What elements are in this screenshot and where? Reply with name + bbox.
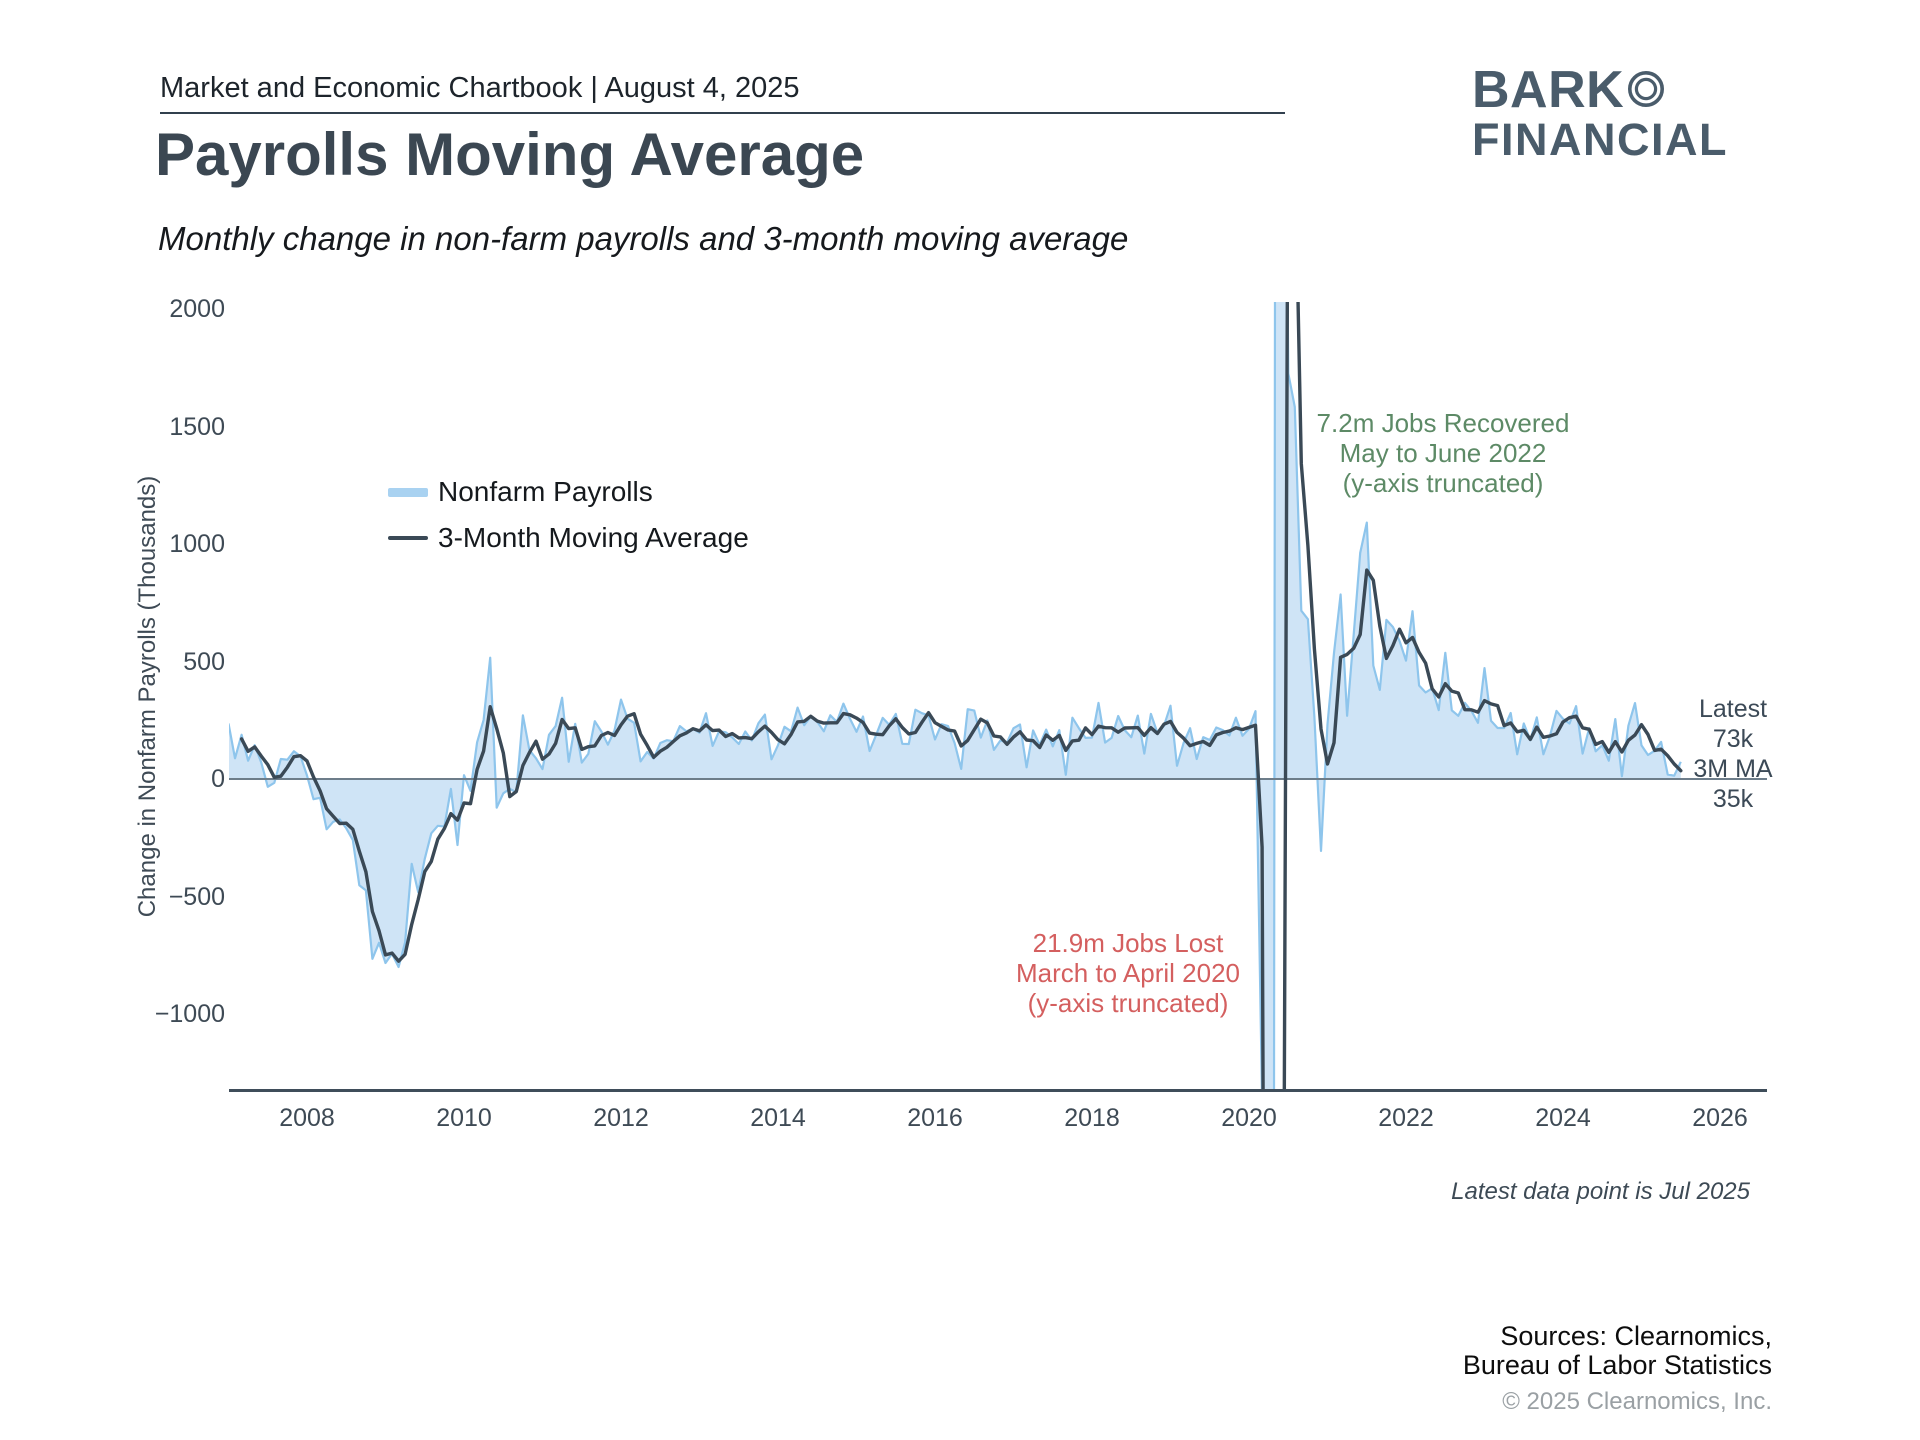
double-ring-icon bbox=[1627, 66, 1665, 116]
logo-text-bark: BARK bbox=[1472, 61, 1625, 119]
annotation-jobs-recovered: 7.2m Jobs Recovered May to June 2022 (y-ax… bbox=[1283, 408, 1603, 498]
y-tick-label: 500 bbox=[183, 647, 225, 676]
page-subtitle: Monthly change in non-farm payrolls and … bbox=[158, 220, 1129, 257]
brand-logo: BARK FINANCIAL bbox=[1472, 64, 1728, 164]
y-tick-label: −500 bbox=[168, 882, 225, 911]
footer: Sources: Clearnomics, Bureau of Labor St… bbox=[1463, 1322, 1772, 1416]
chart-legend: Nonfarm Payrolls 3-Month Moving Average bbox=[388, 476, 749, 569]
x-tick-label: 2018 bbox=[1064, 1104, 1120, 1132]
payrolls-chart bbox=[229, 302, 1767, 1091]
chartbook-header: Market and Economic Chartbook | August 4… bbox=[160, 72, 800, 104]
annotation-line: (y-axis truncated) bbox=[1027, 988, 1229, 1018]
sources-line-2: Bureau of Labor Statistics bbox=[1462, 1350, 1772, 1380]
annotation-jobs-lost: 21.9m Jobs Lost March to April 2020 (y-axi… bbox=[968, 928, 1288, 1018]
annotation-line: March to April 2020 bbox=[1015, 958, 1240, 988]
header-divider bbox=[160, 112, 1285, 114]
nonfarm-payrolls-area bbox=[229, 302, 1681, 1091]
nonfarm-payrolls-edge-line bbox=[229, 302, 1682, 1091]
annotation-line: 35k bbox=[1712, 785, 1754, 813]
x-axis-line bbox=[229, 1089, 1767, 1092]
annotation-line: 3M MA bbox=[1693, 755, 1773, 783]
annotation-line: 21.9m Jobs Lost bbox=[1032, 928, 1224, 958]
legend-swatch-icon bbox=[388, 487, 428, 497]
legend-swatch-icon bbox=[388, 536, 428, 540]
y-tick-label: 0 bbox=[211, 765, 225, 793]
logo-text-financial: FINANCIAL bbox=[1472, 114, 1728, 165]
legend-label: Nonfarm Payrolls bbox=[438, 476, 653, 507]
x-tick-label: 2014 bbox=[750, 1104, 806, 1132]
copyright: © 2025 Clearnomics, Inc. bbox=[1502, 1388, 1772, 1415]
latest-values-label: Latest 73k 3M MA 35k bbox=[1673, 694, 1793, 814]
y-tick-label: 1500 bbox=[169, 412, 225, 441]
x-tick-label: 2016 bbox=[907, 1104, 963, 1132]
x-tick-label: 2024 bbox=[1535, 1104, 1591, 1132]
x-tick-label: 2012 bbox=[593, 1104, 649, 1132]
x-tick-label: 2008 bbox=[279, 1104, 335, 1132]
annotation-line: Latest bbox=[1698, 695, 1768, 723]
legend-row: Nonfarm Payrolls bbox=[388, 476, 749, 507]
page-title: Payrolls Moving Average bbox=[155, 121, 865, 188]
x-tick-label: 2022 bbox=[1378, 1104, 1434, 1132]
sources-line-1: Sources: Clearnomics, bbox=[1500, 1321, 1772, 1351]
legend-label: 3-Month Moving Average bbox=[438, 522, 749, 553]
legend-row: 3-Month Moving Average bbox=[388, 522, 749, 553]
three-month-moving-average-line bbox=[239, 302, 1683, 1091]
x-tick-label: 2010 bbox=[436, 1104, 492, 1132]
y-tick-label: 1000 bbox=[169, 530, 225, 558]
annotation-line: May to June 2022 bbox=[1339, 438, 1547, 468]
latest-data-caption: Latest data point is Jul 2025 bbox=[1451, 1178, 1750, 1205]
y-tick-label: −1000 bbox=[154, 1000, 225, 1028]
annotation-line: 7.2m Jobs Recovered bbox=[1316, 408, 1570, 438]
annotation-line: 73k bbox=[1712, 725, 1754, 753]
x-tick-label: 2020 bbox=[1221, 1104, 1277, 1132]
annotation-line: (y-axis truncated) bbox=[1342, 468, 1544, 498]
x-tick-label: 2026 bbox=[1692, 1104, 1748, 1132]
y-tick-label: 2000 bbox=[169, 295, 225, 323]
